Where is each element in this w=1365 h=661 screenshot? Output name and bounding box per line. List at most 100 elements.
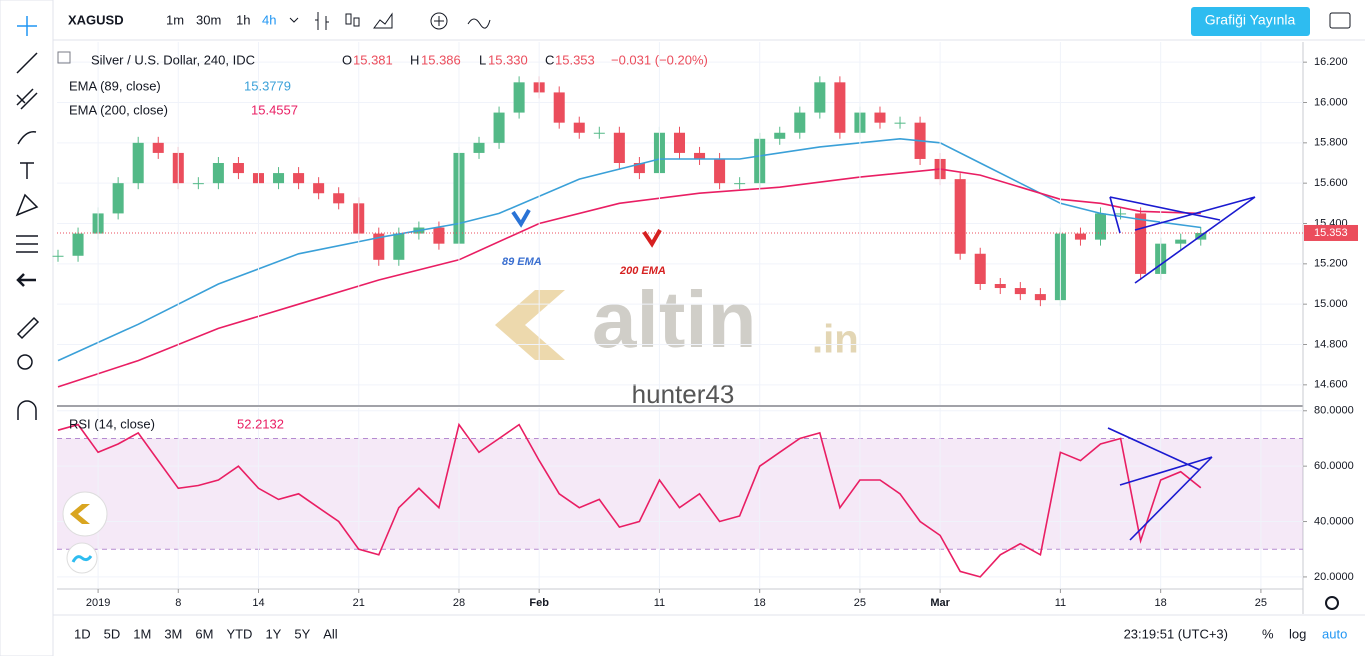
- ohlc-label: O: [342, 52, 352, 67]
- x-tick-label: Mar: [930, 597, 950, 609]
- x-tick-label: Feb: [529, 597, 549, 609]
- candle: [212, 163, 224, 184]
- logo-badge[interactable]: [62, 491, 108, 537]
- y-tick-label: 16.000: [1314, 96, 1348, 108]
- y-tick-label: 15.800: [1314, 137, 1348, 149]
- candle: [513, 82, 525, 113]
- x-tick-label: 18: [754, 597, 766, 609]
- y-tick-label: 14.800: [1314, 338, 1348, 350]
- candle: [132, 142, 144, 184]
- indicator-value: 15.3779: [244, 78, 291, 93]
- clock: 23:19:51 (UTC+3): [1124, 626, 1228, 641]
- tool-icons[interactable]: [15, 16, 40, 420]
- ohlc-label: L: [479, 52, 486, 67]
- candle: [1034, 294, 1046, 301]
- y-tick-label: 15.000: [1314, 298, 1348, 310]
- drawings: [511, 196, 1256, 541]
- y-tick-label: 14.600: [1314, 379, 1348, 391]
- candle: [553, 92, 565, 123]
- range-button[interactable]: 1Y: [265, 626, 281, 641]
- price-label-bg: [1304, 224, 1358, 241]
- plot: 14.60014.80015.00015.20015.40015.60015.8…: [52, 42, 1358, 609]
- collapse-icon[interactable]: [57, 51, 71, 64]
- candle: [273, 173, 285, 184]
- candle: [774, 132, 786, 139]
- trendline-tool[interactable]: [16, 52, 38, 74]
- candle: [1135, 213, 1147, 274]
- brush-tool[interactable]: [17, 131, 37, 145]
- ohlc-value: 15.386: [421, 52, 461, 67]
- series-line: [57, 422, 1202, 578]
- back-icon[interactable]: [16, 273, 36, 287]
- candle: [112, 183, 124, 214]
- range-button[interactable]: 6M: [195, 626, 213, 641]
- indicator-value: 15.4557: [251, 102, 298, 117]
- candle: [673, 132, 686, 153]
- candle: [734, 183, 746, 185]
- candle: [794, 112, 806, 133]
- candle: [473, 142, 485, 153]
- x-tick-label: 28: [453, 597, 465, 609]
- zoom-tool[interactable]: [17, 354, 33, 370]
- x-tick-label: 8: [175, 597, 181, 609]
- x-tick-label: 25: [854, 597, 866, 609]
- candle: [493, 112, 505, 143]
- x-tick-label: 14: [252, 597, 264, 609]
- author: hunter43: [632, 379, 735, 409]
- settings-icon[interactable]: [1325, 596, 1339, 610]
- tv-logo: [71, 555, 93, 563]
- scale-option[interactable]: %: [1262, 626, 1274, 641]
- indicator-name: EMA (89, close): [69, 78, 161, 93]
- candle: [994, 284, 1006, 289]
- candle: [894, 122, 906, 124]
- range-button[interactable]: All: [323, 626, 338, 641]
- range-button[interactable]: YTD: [226, 626, 252, 641]
- y-tick-label: 20.0000: [1314, 571, 1354, 583]
- symbol[interactable]: XAGUSD: [68, 12, 124, 27]
- y-tick-label: 15.600: [1314, 177, 1348, 189]
- publish-label[interactable]: Grafiği Yayınla: [1205, 12, 1296, 28]
- candle: [974, 253, 986, 284]
- x-tick-label: 2019: [86, 597, 110, 609]
- series-line: [57, 168, 1201, 388]
- watermark-tld: .in: [812, 318, 859, 362]
- candle: [613, 132, 625, 163]
- pattern-tool[interactable]: [15, 193, 39, 217]
- range-button[interactable]: 1M: [133, 626, 151, 641]
- x-tick-label: 18: [1155, 597, 1167, 609]
- ohlc-value: 15.381: [353, 52, 393, 67]
- x-tick-label: 21: [353, 597, 365, 609]
- ohlc-value: 15.330: [488, 52, 528, 67]
- interval-active[interactable]: 4h: [262, 12, 276, 27]
- interval[interactable]: 30m: [196, 12, 221, 27]
- candle: [874, 112, 886, 123]
- scale-option[interactable]: log: [1289, 626, 1306, 641]
- text-tool[interactable]: [20, 162, 34, 179]
- range-button[interactable]: 1D: [74, 626, 91, 641]
- candle: [192, 183, 204, 185]
- crosshair-tool[interactable]: [17, 16, 37, 36]
- range-button[interactable]: 5D: [104, 626, 121, 641]
- dropdown-icon[interactable]: [289, 17, 299, 23]
- interval[interactable]: 1h: [236, 12, 250, 27]
- ohlc-label: C: [545, 52, 554, 67]
- prediction-tool[interactable]: [16, 235, 38, 253]
- fib-tool[interactable]: [16, 88, 38, 110]
- magnet-tool[interactable]: [17, 400, 37, 420]
- chart-style-icons[interactable]: [315, 12, 491, 30]
- indicator-name: EMA (200, close): [69, 102, 168, 117]
- snapshot-icon[interactable]: [1329, 12, 1351, 29]
- range-button[interactable]: 3M: [164, 626, 182, 641]
- publish-button[interactable]: [1191, 7, 1310, 36]
- range-button[interactable]: 5Y: [294, 626, 310, 641]
- interval[interactable]: 1m: [166, 12, 184, 27]
- candle: [433, 227, 445, 244]
- candle: [1074, 233, 1086, 240]
- y-tick-label: 40.0000: [1314, 515, 1354, 527]
- measure-tool[interactable]: [16, 316, 40, 340]
- candle: [313, 183, 325, 194]
- indicator-value: 52.2132: [237, 416, 284, 431]
- annotation: 200 EMA: [619, 265, 666, 277]
- scale-option[interactable]: auto: [1322, 626, 1347, 641]
